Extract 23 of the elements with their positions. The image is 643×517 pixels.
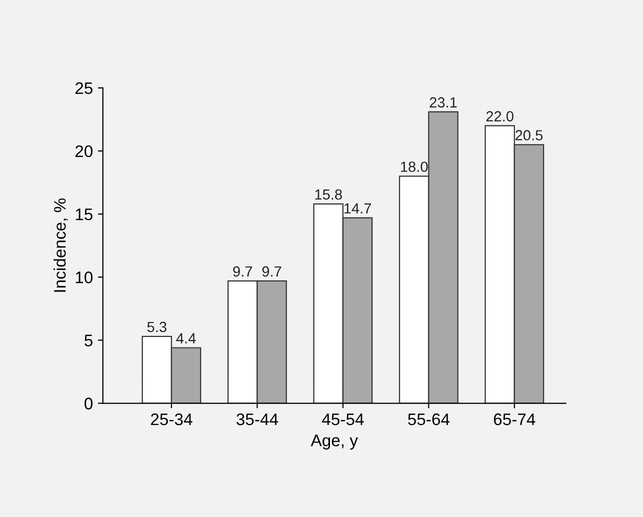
data-label: 15.8 [315, 189, 342, 200]
x-tick-label: 35-44 [236, 413, 278, 426]
y-tick-label: 0 [84, 398, 93, 410]
y-tick-label: 15 [76, 208, 92, 220]
x-tick-label: 25-34 [150, 413, 192, 426]
data-label: 23.1 [430, 97, 457, 108]
data-label: 14.7 [344, 203, 371, 214]
data-label: 5.3 [147, 322, 166, 332]
x-axis-title: Age, y [310, 434, 358, 450]
data-label: 9.7 [262, 266, 282, 277]
y-tick-label: 20 [75, 145, 93, 158]
data-label: 18.0 [401, 162, 428, 172]
x-tick-label: 55-64 [408, 413, 450, 426]
y-tick-label: 25 [75, 82, 92, 94]
x-tick-label: 65-74 [494, 413, 536, 426]
data-label: 22.0 [486, 111, 514, 122]
x-tick-label: 45-54 [322, 414, 364, 426]
y-tick-label: 10 [76, 272, 93, 284]
data-label: 9.7 [233, 266, 252, 277]
data-label: 4.4 [176, 333, 196, 344]
y-axis-title: Incidence, % [54, 198, 68, 292]
y-tick-label: 5 [84, 334, 92, 346]
data-label: 20.5 [516, 130, 543, 140]
